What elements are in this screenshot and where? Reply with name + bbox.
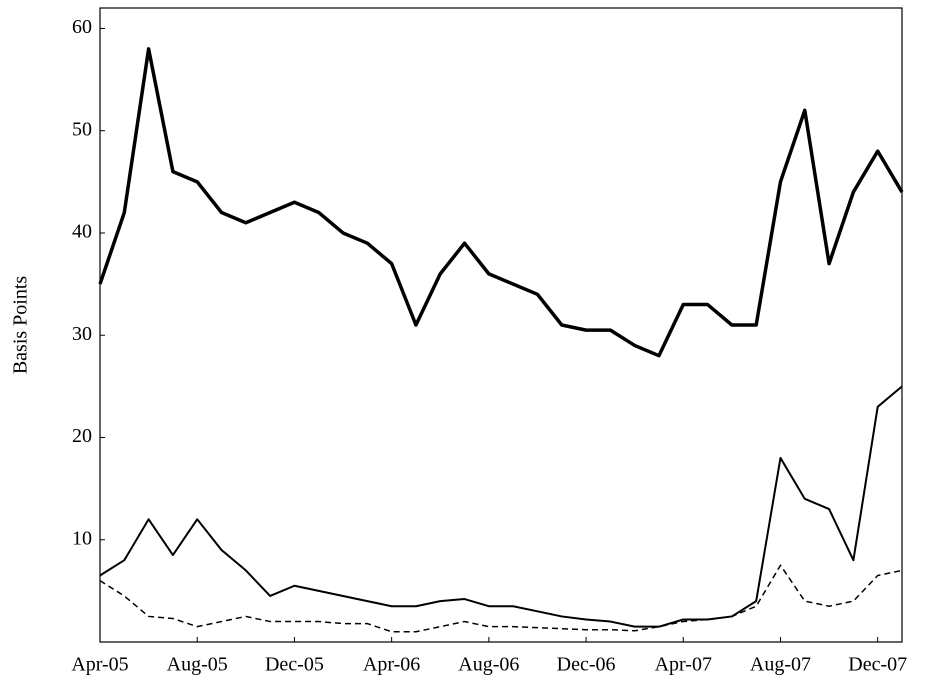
plot-frame	[99, 7, 903, 643]
data-line	[99, 385, 903, 628]
x-tick-label: Dec-07	[848, 654, 907, 676]
data-line	[98, 47, 904, 358]
x-tick-label: Apr-05	[71, 654, 128, 676]
x-tick-label: Dec-06	[557, 654, 616, 676]
y-tick-label: 40	[72, 221, 92, 243]
x-tick-label: Apr-06	[363, 654, 420, 676]
x-tick-label: Apr-07	[655, 654, 712, 676]
y-axis-label: Basis Points	[10, 276, 32, 375]
y-tick-label: 10	[72, 527, 92, 549]
y-tick-label: 20	[72, 425, 92, 447]
y-tick-label: 50	[72, 118, 92, 140]
data-line	[99, 564, 903, 633]
y-tick-label: 60	[72, 16, 92, 38]
x-tick-label: Aug-07	[750, 654, 811, 676]
y-tick-label: 30	[72, 323, 92, 345]
x-tick-label: Aug-06	[458, 654, 519, 676]
x-tick-label: Dec-05	[265, 654, 324, 676]
x-tick-label: Aug-05	[167, 654, 228, 676]
